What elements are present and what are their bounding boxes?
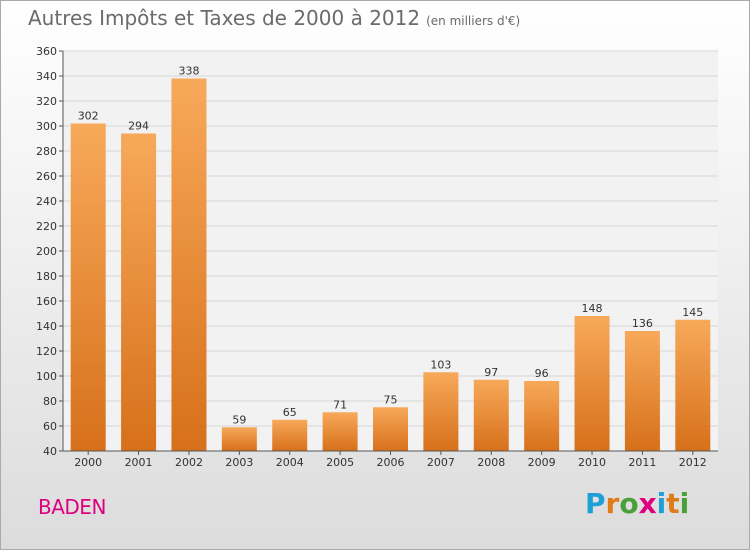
y-tick-label: 200 [36,245,57,258]
y-tick-label: 320 [36,95,57,108]
x-tick-label-2006: 2006 [377,456,405,469]
bar-2006 [373,407,408,451]
y-tick-label: 140 [36,320,57,333]
logo-letter: i [679,487,690,520]
logo-letter: i [656,487,667,520]
x-tick-label-2002: 2002 [175,456,203,469]
value-label-2005: 71 [333,398,347,411]
value-label-2002: 338 [178,65,199,78]
grid-lines [63,50,718,452]
axes: 40 60 80 100 120 140 160 180 200 220 240 260 280 300 3… [36,45,718,469]
bar-2010 [574,316,610,451]
y-tick-label: 300 [36,120,57,133]
value-label-2003: 59 [232,413,246,426]
proxiti-logo: Proxiti [585,487,689,520]
logo-letter: o [619,487,639,520]
x-tick-label-2004: 2004 [276,456,304,469]
value-label-2012: 145 [682,306,703,319]
x-tick-label-2007: 2007 [427,456,455,469]
y-tick-label: 120 [36,345,57,358]
bar-2012 [675,319,711,451]
commune-name: BADEN [38,495,106,519]
y-tick-label: 240 [36,195,57,208]
bar-2009 [524,381,560,451]
value-label-2009: 96 [535,367,549,380]
value-label-2007: 103 [430,358,451,371]
chart-subtitle: (en milliers d'€) [426,14,521,28]
bar-2008 [473,379,509,451]
y-tick-label: 280 [36,145,57,158]
bar-2000 [70,123,106,451]
y-tick-label: 60 [43,420,57,433]
x-tick-label-2003: 2003 [225,456,253,469]
logo-letter: r [605,487,620,520]
value-label-2004: 65 [283,406,297,419]
value-label-2011: 136 [632,317,653,330]
title-text: Autres Impôts et Taxes de 2000 à 2012 [28,6,421,30]
y-tick-label: 220 [36,220,57,233]
logo-letter: t [666,487,680,520]
y-tick-label: 40 [43,445,57,458]
y-tick-label: 100 [36,370,57,383]
x-tick-label-2012: 2012 [679,456,707,469]
value-label-2010: 148 [582,302,603,315]
chart-title: Autres Impôts et Taxes de 2000 à 2012 (en… [28,6,520,30]
bar-2004 [272,419,308,451]
bar-2007 [423,372,459,451]
y-tick-label: 340 [36,70,57,83]
value-label-2008: 97 [484,366,498,379]
bar-2003 [221,427,257,451]
x-tick-label-2000: 2000 [74,456,102,469]
x-tick-label-2011: 2011 [628,456,656,469]
value-label-2000: 302 [78,110,99,123]
x-tick-label-2001: 2001 [125,456,153,469]
x-tick-label-2008: 2008 [477,456,505,469]
bar-2011 [624,331,660,451]
y-tick-label: 360 [36,45,57,58]
bar-2002 [171,78,207,451]
y-tick-label: 260 [36,170,57,183]
logo-letter: P [585,487,606,520]
y-tick-label: 180 [36,270,57,283]
bar-series: 302 294 338 59 65 71 75 103 97 96 148 136 145 [70,65,711,451]
x-tick-label-2005: 2005 [326,456,354,469]
y-tick-label: 80 [43,395,57,408]
x-tick-label-2010: 2010 [578,456,606,469]
value-label-2006: 75 [384,393,398,406]
bar-2005 [322,412,358,451]
logo-letter: x [638,487,657,520]
bar-2001 [121,133,157,451]
x-tick-label-2009: 2009 [528,456,556,469]
value-label-2001: 294 [128,120,149,133]
y-tick-label: 160 [36,295,57,308]
